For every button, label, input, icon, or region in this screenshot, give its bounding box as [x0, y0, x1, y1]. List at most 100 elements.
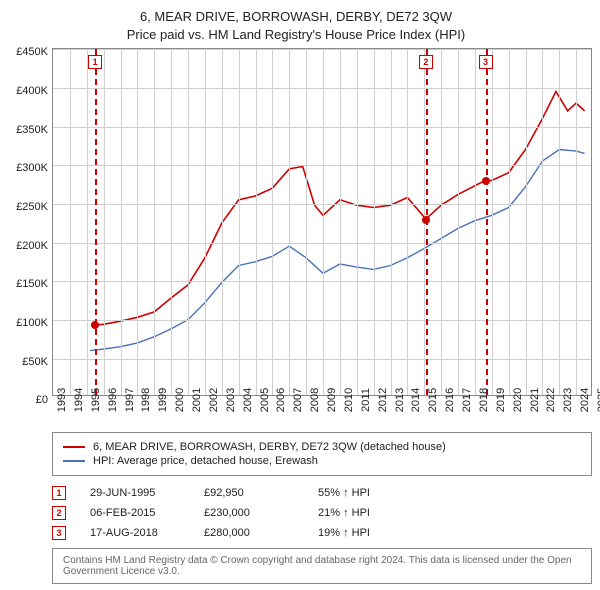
y-tick-label: £0	[36, 394, 48, 406]
x-tick-label: 1998	[140, 388, 152, 412]
event-line	[486, 49, 488, 395]
event-marker-3: 3	[479, 55, 493, 69]
grid-line-v	[70, 49, 71, 395]
x-tick-label: 2015	[427, 388, 439, 412]
x-tick-label: 2006	[275, 388, 287, 412]
grid-line-v	[526, 49, 527, 395]
grid-line-v	[87, 49, 88, 395]
x-tick-label: 2016	[444, 388, 456, 412]
attribution-text: Contains HM Land Registry data © Crown c…	[63, 555, 572, 577]
event-dot-3	[482, 177, 490, 185]
event-price: £92,950	[204, 487, 294, 499]
grid-line-v	[323, 49, 324, 395]
y-tick-label: £400K	[16, 85, 48, 97]
grid-line-v	[509, 49, 510, 395]
x-tick-label: 2012	[377, 388, 389, 412]
grid-line-v	[188, 49, 189, 395]
x-tick-label: 2018	[478, 388, 490, 412]
event-row-3: 317-AUG-2018£280,00019% ↑ HPI	[52, 526, 592, 540]
x-tick-label: 1995	[90, 388, 102, 412]
grid-line-h	[53, 127, 591, 128]
attribution-box: Contains HM Land Registry data © Crown c…	[52, 548, 592, 584]
grid-line-v	[205, 49, 206, 395]
x-tick-label: 2023	[562, 388, 574, 412]
chart-container: 6, MEAR DRIVE, BORROWASH, DERBY, DE72 3Q…	[0, 0, 600, 590]
legend-swatch	[63, 446, 85, 448]
grid-line-h	[53, 320, 591, 321]
x-tick-label: 2024	[579, 388, 591, 412]
grid-line-v	[357, 49, 358, 395]
title-line2: Price paid vs. HM Land Registry's House …	[8, 26, 584, 44]
grid-line-v	[222, 49, 223, 395]
event-row-marker: 2	[52, 506, 66, 520]
event-dot-1	[91, 321, 99, 329]
x-tick-label: 2004	[242, 388, 254, 412]
grid-line-v	[239, 49, 240, 395]
grid-line-v	[542, 49, 543, 395]
grid-line-v	[104, 49, 105, 395]
grid-line-v	[272, 49, 273, 395]
grid-line-v	[340, 49, 341, 395]
event-pct: 21% ↑ HPI	[318, 507, 408, 519]
x-tick-label: 2000	[174, 388, 186, 412]
event-date: 06-FEB-2015	[90, 507, 180, 519]
y-tick-label: £350K	[16, 124, 48, 136]
x-tick-label: 2001	[191, 388, 203, 412]
y-tick-label: £50K	[22, 356, 48, 368]
x-tick-label: 2009	[326, 388, 338, 412]
grid-line-h	[53, 165, 591, 166]
y-tick-label: £250K	[16, 201, 48, 213]
event-row-marker: 1	[52, 486, 66, 500]
grid-line-v	[137, 49, 138, 395]
event-dot-2	[422, 216, 430, 224]
x-tick-label: 2005	[259, 388, 271, 412]
x-tick-label: 2008	[309, 388, 321, 412]
y-tick-label: £450K	[16, 46, 48, 58]
legend-row: HPI: Average price, detached house, Erew…	[63, 455, 581, 467]
event-marker-2: 2	[419, 55, 433, 69]
legend-label: HPI: Average price, detached house, Erew…	[93, 455, 318, 467]
grid-line-v	[171, 49, 172, 395]
x-tick-label: 2019	[495, 388, 507, 412]
grid-line-v	[154, 49, 155, 395]
grid-line-h	[53, 281, 591, 282]
x-tick-label: 1993	[56, 388, 68, 412]
event-row-1: 1 29-JUN-1995 £92,950 55% ↑ HPI	[52, 486, 592, 500]
legend-label: 6, MEAR DRIVE, BORROWASH, DERBY, DE72 3Q…	[93, 441, 446, 453]
x-tick-label: 2020	[512, 388, 524, 412]
grid-line-v	[374, 49, 375, 395]
title-block: 6, MEAR DRIVE, BORROWASH, DERBY, DE72 3Q…	[8, 8, 584, 44]
grid-line-h	[53, 359, 591, 360]
plot-area: 1 2 3	[52, 48, 592, 396]
event-pct: 19% ↑ HPI	[318, 527, 408, 539]
x-tick-label: 2021	[529, 388, 541, 412]
x-tick-label: 2007	[292, 388, 304, 412]
legend-box: 6, MEAR DRIVE, BORROWASH, DERBY, DE72 3Q…	[52, 432, 592, 476]
x-tick-label: 1997	[124, 388, 136, 412]
event-date: 29-JUN-1995	[90, 487, 180, 499]
x-tick-label: 1999	[157, 388, 169, 412]
legend-row: 6, MEAR DRIVE, BORROWASH, DERBY, DE72 3Q…	[63, 441, 581, 453]
x-tick-label: 1994	[73, 388, 85, 412]
grid-line-v	[559, 49, 560, 395]
grid-line-v	[121, 49, 122, 395]
event-pct: 55% ↑ HPI	[318, 487, 408, 499]
grid-line-v	[475, 49, 476, 395]
y-tick-label: £100K	[16, 317, 48, 329]
x-tick-label: 1996	[107, 388, 119, 412]
grid-line-v	[441, 49, 442, 395]
grid-line-v	[306, 49, 307, 395]
grid-line-v	[289, 49, 290, 395]
grid-line-v	[576, 49, 577, 395]
x-tick-label: 2003	[225, 388, 237, 412]
x-tick-label: 2025	[596, 388, 600, 412]
grid-line-v	[407, 49, 408, 395]
x-tick-label: 2017	[461, 388, 473, 412]
legend-swatch	[63, 460, 85, 462]
x-tick-label: 2011	[360, 389, 372, 413]
grid-line-h	[53, 204, 591, 205]
grid-line-v	[492, 49, 493, 395]
grid-line-v	[256, 49, 257, 395]
y-tick-label: £300K	[16, 162, 48, 174]
event-marker-1: 1	[88, 55, 102, 69]
